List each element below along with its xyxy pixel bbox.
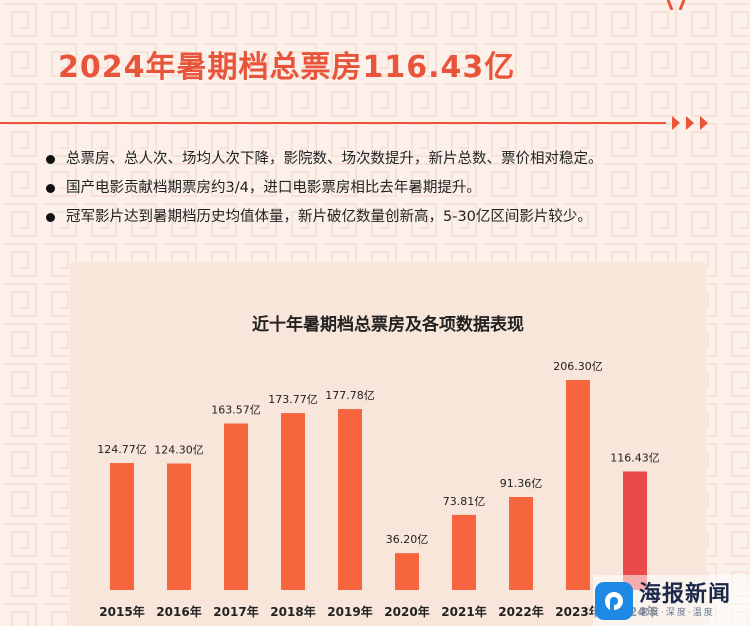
- summary-item: 国产电影贡献档期票房约3/4，进口电影票房相比去年暑期提升。: [44, 179, 603, 198]
- x-tick-label: 2019年: [327, 604, 372, 619]
- summary-list: 总票房、总人次、场均人次下降，影院数、场次数提升，新片总数、票价相对稳定。 国产…: [44, 150, 603, 237]
- summary-text: 总票房、总人次、场均人次下降，影院数、场次数提升，新片总数、票价相对稳定。: [66, 151, 603, 167]
- x-tick-label: 2020年: [384, 604, 429, 619]
- summary-item: 总票房、总人次、场均人次下降，影院数、场次数提升，新片总数、票价相对稳定。: [44, 150, 603, 169]
- data-label: 163.57亿: [211, 403, 261, 416]
- summary-text: 冠军影片达到暑期档历史均值体量，新片破亿数量创新高，5-30亿区间影片较少。: [66, 209, 592, 225]
- chart-title: 近十年暑期档总票房及各项数据表现: [252, 315, 524, 335]
- x-tick-label: 2018年: [270, 604, 315, 619]
- data-label: 124.77亿: [97, 443, 147, 456]
- bar-2015年: [110, 462, 134, 590]
- data-label: 173.77亿: [268, 393, 318, 406]
- arrow-icon: [672, 116, 680, 130]
- summary-item: 冠军影片达到暑期档历史均值体量，新片破亿数量创新高，5-30亿区间影片较少。: [44, 208, 603, 227]
- bullet-icon: [46, 155, 55, 164]
- bar-2019年: [338, 409, 362, 590]
- bar-2016年: [167, 463, 191, 590]
- data-label: 124.30亿: [154, 443, 204, 456]
- watermark-slogan: 速度·深度·温度: [639, 607, 715, 618]
- arrow-icon: [700, 116, 708, 130]
- x-tick-label: 2023年: [555, 604, 600, 619]
- page-title: 2024年暑期档总票房116.43亿: [58, 50, 516, 85]
- x-tick-label: 2016年: [156, 604, 201, 619]
- x-tick-label: 2022年: [498, 604, 543, 619]
- bar-2021年: [452, 514, 476, 590]
- title-divider: [0, 116, 708, 130]
- bar-2022年: [509, 497, 533, 590]
- bar-2023年: [566, 380, 590, 590]
- data-label: 91.36亿: [500, 477, 543, 490]
- data-label: 36.20亿: [386, 533, 429, 546]
- x-tick-label: 2021年: [441, 604, 486, 619]
- bullet-icon: [46, 184, 55, 193]
- arrow-icon: [686, 116, 694, 130]
- watermark-name: 海报新闻: [639, 581, 732, 607]
- data-label: 177.78亿: [325, 389, 375, 402]
- bar-2020年: [395, 553, 419, 590]
- bar-2024年: [623, 471, 647, 590]
- summary-text: 国产电影贡献档期票房约3/4，进口电影票房相比去年暑期提升。: [66, 180, 481, 196]
- bar-chart: 124.77亿 2015年 124.30亿 2016年 163.57亿 2017年 173.…: [97, 360, 660, 619]
- watermark-logo-icon: [595, 581, 633, 620]
- x-tick-label: 2017年: [213, 604, 258, 619]
- data-label: 116.43亿: [610, 451, 660, 464]
- chart-card: 近十年暑期档总票房及各项数据表现 124.77亿 2015年 124.30亿 2016…: [70, 262, 706, 626]
- watermark: 海报新闻 速度·深度·温度: [593, 575, 750, 626]
- data-label: 206.30亿: [553, 360, 603, 373]
- data-label: 73.81亿: [443, 495, 486, 508]
- bullet-icon: [46, 213, 55, 222]
- corner-logo-icon: [666, 0, 686, 10]
- bar-2017年: [224, 423, 248, 590]
- x-tick-label: 2015年: [99, 604, 144, 619]
- bar-2018年: [281, 413, 305, 590]
